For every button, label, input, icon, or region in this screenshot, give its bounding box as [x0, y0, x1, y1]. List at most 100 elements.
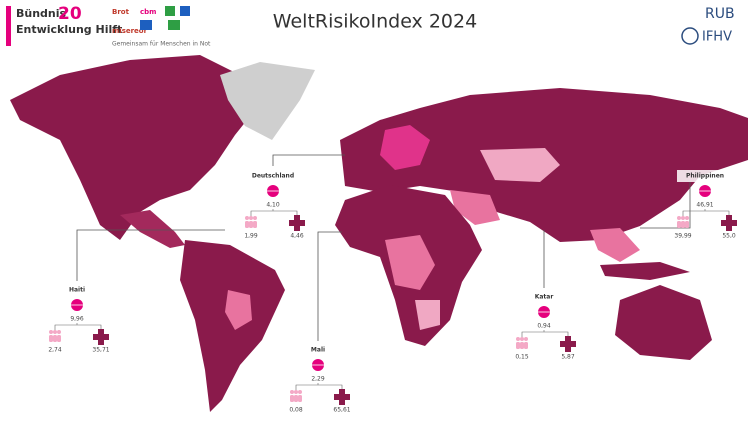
greenland — [220, 62, 315, 140]
exposure-value: 2,74 — [48, 347, 62, 354]
logo-bottom: Entwicklung Hilft — [16, 23, 122, 36]
label-bg — [516, 291, 572, 303]
tagline: Gemeinsam für Menschen in Not — [112, 41, 211, 48]
middle-east-pink — [450, 190, 500, 225]
vulnerability-value: 55,0 — [722, 233, 736, 240]
exposure-icon — [298, 390, 302, 394]
exposure-icon — [520, 342, 524, 349]
vulnerability-value: 35,71 — [92, 347, 109, 354]
exposure-icon — [677, 221, 681, 228]
label-bg — [49, 284, 105, 296]
country-name: Mali — [311, 347, 325, 354]
exposure-icon — [249, 221, 253, 228]
bracket — [250, 210, 298, 216]
exposure-icon — [677, 216, 681, 220]
exposure-icon — [57, 330, 61, 334]
exposure-icon — [294, 395, 298, 402]
exposure-icon — [290, 390, 294, 394]
exposure-icon — [49, 330, 53, 334]
exposure-value: 0,15 — [515, 354, 529, 361]
country-name: Katar — [535, 294, 554, 301]
risk-value: 0,94 — [537, 323, 551, 330]
exposure-value: 1,99 — [244, 233, 258, 240]
exposure-icon — [53, 330, 57, 334]
bracket — [521, 331, 569, 337]
exposure-icon — [294, 390, 298, 394]
partner-ifhv: IFHV — [702, 30, 732, 45]
exposure-value: 0,08 — [289, 407, 303, 414]
north-america — [10, 55, 255, 240]
member-logo — [140, 20, 152, 30]
exposure-icon — [524, 342, 528, 349]
indonesia — [600, 262, 690, 280]
country-name: Haiti — [69, 287, 85, 294]
africa-light — [415, 300, 440, 330]
central-america — [120, 210, 185, 248]
ifhv-icon — [681, 27, 699, 45]
vulnerability-icon — [334, 394, 350, 400]
exposure-icon — [681, 216, 685, 220]
exposure-icon — [53, 335, 57, 342]
bracket — [295, 384, 343, 390]
partner-rub: RUB — [705, 6, 735, 22]
callout: Katar 0,94 0,15 5,87 — [515, 230, 576, 361]
risk-value: 9,96 — [70, 316, 84, 323]
exposure-icon — [249, 216, 253, 220]
risk-value: 2,29 — [311, 376, 325, 383]
member-logo — [165, 6, 175, 16]
exposure-icon — [685, 216, 689, 220]
exposure-icon — [245, 221, 249, 228]
europe-pink — [380, 125, 430, 170]
leader-line — [272, 154, 345, 166]
africa-pink — [385, 235, 435, 290]
member-logo: misereor — [112, 27, 148, 35]
member-logo: cbm — [140, 8, 156, 16]
exposure-icon — [298, 395, 302, 402]
exposure-icon — [685, 221, 689, 228]
leader-line — [317, 231, 342, 341]
leader-line — [76, 229, 225, 281]
bracket — [682, 210, 730, 216]
exposure-icon — [253, 221, 257, 228]
exposure-icon — [516, 337, 520, 341]
logo-years: 20 — [58, 4, 82, 24]
member-logo — [180, 6, 190, 16]
australia — [615, 285, 712, 360]
exposure-icon — [524, 337, 528, 341]
label-bg — [677, 170, 733, 182]
label-bg — [245, 170, 301, 182]
vulnerability-value: 65,61 — [333, 407, 350, 414]
exposure-icon — [290, 395, 294, 402]
label-bg — [290, 344, 346, 356]
vulnerability-icon — [289, 220, 305, 226]
south-america — [180, 240, 285, 412]
south-america-pink — [225, 290, 252, 330]
logo-bar — [6, 6, 11, 46]
callout: Deutschland 4,10 1,99 4,46 — [244, 154, 345, 240]
member-logo: Brot — [112, 8, 130, 16]
exposure-icon — [520, 337, 524, 341]
risk-value: 46,91 — [696, 202, 713, 209]
vulnerability-icon — [93, 334, 109, 340]
bracket — [54, 324, 102, 330]
member-logo — [168, 20, 180, 30]
southeast-asia — [590, 228, 640, 262]
leader-line — [640, 182, 691, 229]
title: WeltRisikoIndex 2024 — [273, 11, 477, 33]
logo-top: Bündnis — [16, 7, 67, 20]
callout: Haiti 9,96 2,74 35,71 — [48, 229, 225, 354]
exposure-icon — [681, 221, 685, 228]
world-map — [10, 55, 748, 412]
exposure-icon — [49, 335, 53, 342]
exposure-icon — [253, 216, 257, 220]
callout: Mali 2,29 0,08 65,61 — [289, 231, 351, 414]
country-name: Deutschland — [252, 173, 294, 180]
vulnerability-icon — [721, 220, 737, 226]
exposure-icon — [245, 216, 249, 220]
callout: Philippinen 46,91 39,99 55,0 — [640, 170, 737, 240]
risk-value: 4,10 — [266, 202, 280, 209]
exposure-icon — [57, 335, 61, 342]
vulnerability-value: 5,87 — [561, 354, 575, 361]
exposure-icon — [516, 342, 520, 349]
